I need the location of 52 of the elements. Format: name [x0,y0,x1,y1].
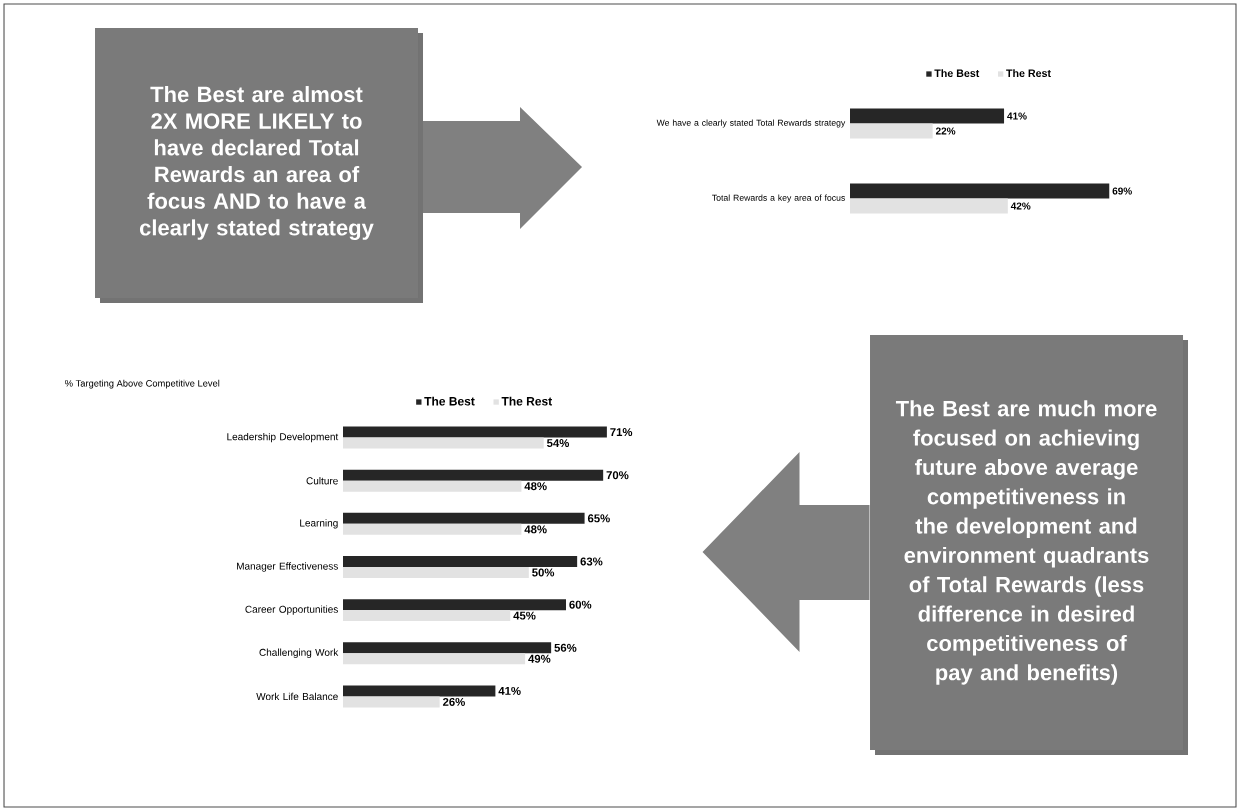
data-label: 48% [524,525,547,534]
data-label: 65% [587,514,610,523]
bar [343,512,585,524]
bar [850,183,1110,199]
data-label: 71% [610,428,633,437]
bar [850,198,1008,214]
y-tick-label: Leadership Development [227,432,339,443]
data-label: 41% [498,686,521,695]
data-label: 22% [935,127,956,135]
data-label: 26% [442,697,465,706]
y-tick-label: Total Rewards a key area of focus [712,194,845,203]
text: % Targeting Above Competitive Level [65,379,220,389]
legend-label: The Best [934,69,980,77]
data-label: 49% [528,654,551,663]
legend-label: The Rest [1006,69,1051,77]
y-tick-label: Learning [300,519,338,529]
data-label: 69% [1112,187,1132,195]
bar [343,642,552,654]
legend-label: The Best [424,396,475,406]
bar [343,437,544,449]
y-tick-label: Career Opportunities [245,605,338,615]
bar [343,523,522,535]
data-label: 50% [532,568,555,577]
data-label: 54% [546,439,570,448]
bar [343,696,440,708]
bar [343,610,511,622]
bar [343,556,578,567]
bar [343,685,496,697]
bar [343,566,529,578]
bar [343,480,522,492]
text: The Best are much more focused on achieving future above average competitiveness in the development and environment quadrants of Total Rewards (less difference in desired competitiveness of pay and benefits) [895,400,1157,685]
data-label: 45% [513,611,536,620]
data-label: 70% [606,471,629,480]
bar [850,108,1005,124]
y-tick-label: Work Life Balance [256,692,338,701]
bar [850,123,933,139]
bar [343,599,566,611]
y-tick-label: We have a clearly stated Total Rewards strategy [656,119,846,128]
text: The Best are almost 2X MORE LIKELY to have declared Total Rewards an area of focus AND to have a clearly stated strategy [139,86,374,240]
bar [343,469,604,481]
bar [343,653,526,665]
data-label: 41% [1007,112,1027,120]
y-tick-label: Challenging Work [259,648,339,658]
data-label: 63% [580,557,603,566]
data-label: 48% [524,482,547,491]
legend-label: The Rest [501,396,553,406]
y-tick-label: Manager Effectiveness [237,562,338,572]
data-label: 56% [554,643,577,652]
data-label: 60% [569,600,592,609]
bar [343,426,607,438]
data-label: 42% [1010,202,1031,210]
y-tick-label: Culture [306,477,338,485]
